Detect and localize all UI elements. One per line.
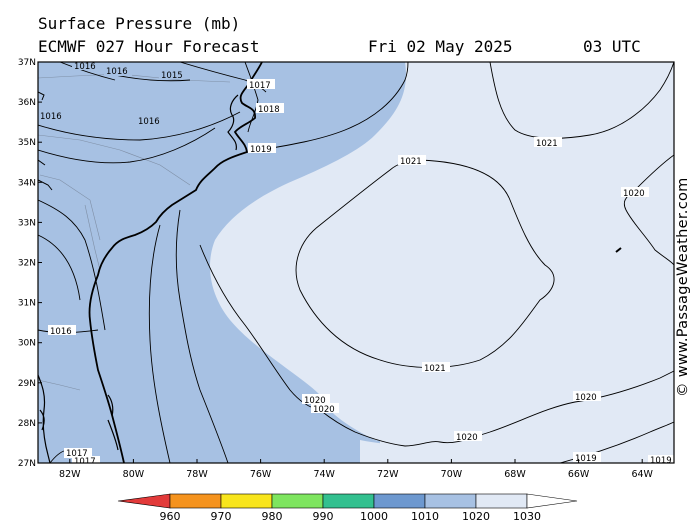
colorbar-segment — [220, 493, 273, 509]
lat-tick-label: 33N — [18, 218, 36, 228]
isobar-label: 1015 — [161, 71, 183, 81]
colorbar-label: 980 — [262, 510, 283, 523]
colorbar-label: 1000 — [360, 510, 388, 523]
colorbar-high-arrow — [526, 493, 578, 509]
lon-tick-label: 70W — [441, 469, 463, 480]
isobar-label: 1019 — [250, 145, 272, 155]
lon-tick-label: 66W — [568, 469, 590, 480]
colorbar-label: 990 — [313, 510, 334, 523]
isobar-label: 1020 — [304, 396, 326, 406]
lat-tick-label: 36N — [18, 98, 36, 108]
lat-tick-label: 30N — [18, 339, 36, 349]
lon-tick-label: 64W — [631, 469, 653, 480]
bermuda-island — [615, 247, 622, 253]
isobar-label: 1019 — [650, 456, 672, 466]
pressure-1020-region-tail — [360, 370, 674, 463]
isobar-label: 1016 — [50, 327, 72, 337]
colorbar-segment — [169, 493, 222, 509]
lon-tick-label: 68W — [504, 469, 526, 480]
colorbar-segment — [373, 493, 426, 509]
lat-tick-label: 35N — [18, 138, 36, 148]
colorbar-segment — [424, 493, 477, 509]
isobar-label: 1016 — [40, 112, 62, 122]
lon-tick-label: 72W — [377, 469, 399, 480]
lon-tick-label: 82W — [59, 469, 81, 480]
colorbar: 960 970 980 990 1000 1010 1020 1030 — [117, 493, 578, 523]
colorbar-label: 960 — [160, 510, 181, 523]
isobar-1020-right — [623, 154, 674, 266]
lat-tick-label: 34N — [18, 178, 36, 188]
colorbar-label: 1020 — [462, 510, 490, 523]
isobar-label: 1020 — [623, 189, 645, 199]
latitude-axis: 37N 36N 35N 34N 33N 32N 31N 30N 29N 28N 27N — [18, 58, 42, 469]
pressure-1020-region — [210, 62, 674, 463]
isobar-1018 — [244, 62, 259, 133]
longitude-axis: 82W 80W 78W 76W 74W 72W 70W 68W 66W 64W — [59, 459, 654, 480]
lat-tick-label: 27N — [18, 459, 36, 469]
lat-tick-label: 29N — [18, 379, 36, 389]
bahamas-islands — [39, 394, 119, 451]
florida-west-coast — [38, 374, 51, 463]
isobar-label: 1021 — [536, 139, 558, 149]
isobar-1019 — [259, 62, 409, 151]
isobar-1016-b — [38, 111, 241, 141]
lat-tick-label: 31N — [18, 299, 36, 309]
sound-coast — [227, 94, 239, 151]
isobar-label: 1016 — [74, 62, 96, 72]
model-forecast-label: ECMWF 027 Hour Forecast — [38, 37, 260, 56]
isobar-label: 1017 — [249, 81, 271, 91]
isobar-label: 1021 — [400, 157, 422, 167]
isobar-label: 1016 — [106, 67, 128, 77]
lat-tick-label: 28N — [18, 419, 36, 429]
isobar-label: 1019 — [575, 454, 597, 464]
isobar-label: 1017 — [74, 457, 96, 467]
lat-tick-label: 32N — [18, 259, 36, 269]
colorbar-segment — [271, 493, 324, 509]
coastline — [88, 62, 263, 463]
isobar-label: 1020 — [575, 393, 597, 403]
lon-tick-label: 74W — [313, 469, 335, 480]
colorbar-segment — [322, 493, 375, 509]
colorbar-low-arrow — [117, 493, 171, 509]
colorbar-label: 1010 — [411, 510, 439, 523]
isobar-1016-c — [38, 199, 106, 331]
isobar-label: 1016 — [138, 117, 160, 127]
forecast-date: Fri 02 May 2025 — [368, 37, 513, 56]
lon-tick-label: 80W — [123, 469, 145, 480]
isobar-label: 1020 — [313, 405, 335, 415]
lon-tick-label: 76W — [250, 469, 272, 480]
isobar-1017-south — [148, 224, 171, 463]
isobar-label: 1020 — [456, 433, 478, 443]
isobar-1021-arc — [489, 62, 674, 139]
isobar-label: 1021 — [424, 364, 446, 374]
land-mass — [38, 62, 255, 463]
colorbar-label: 1030 — [513, 510, 541, 523]
isobar-1015 — [114, 74, 191, 82]
isobar-label: 1017 — [66, 449, 88, 459]
colorbar-label: 970 — [211, 510, 232, 523]
lon-tick-label: 78W — [186, 469, 208, 480]
forecast-time: 03 UTC — [583, 37, 641, 56]
chart-title: Surface Pressure (mb) — [38, 14, 241, 33]
lat-tick-label: 37N — [18, 58, 36, 68]
isobar-label: 1018 — [258, 105, 280, 115]
isobar-1018-south — [175, 209, 229, 463]
colorbar-segment — [475, 493, 528, 509]
isobar-1016-a — [59, 62, 116, 81]
